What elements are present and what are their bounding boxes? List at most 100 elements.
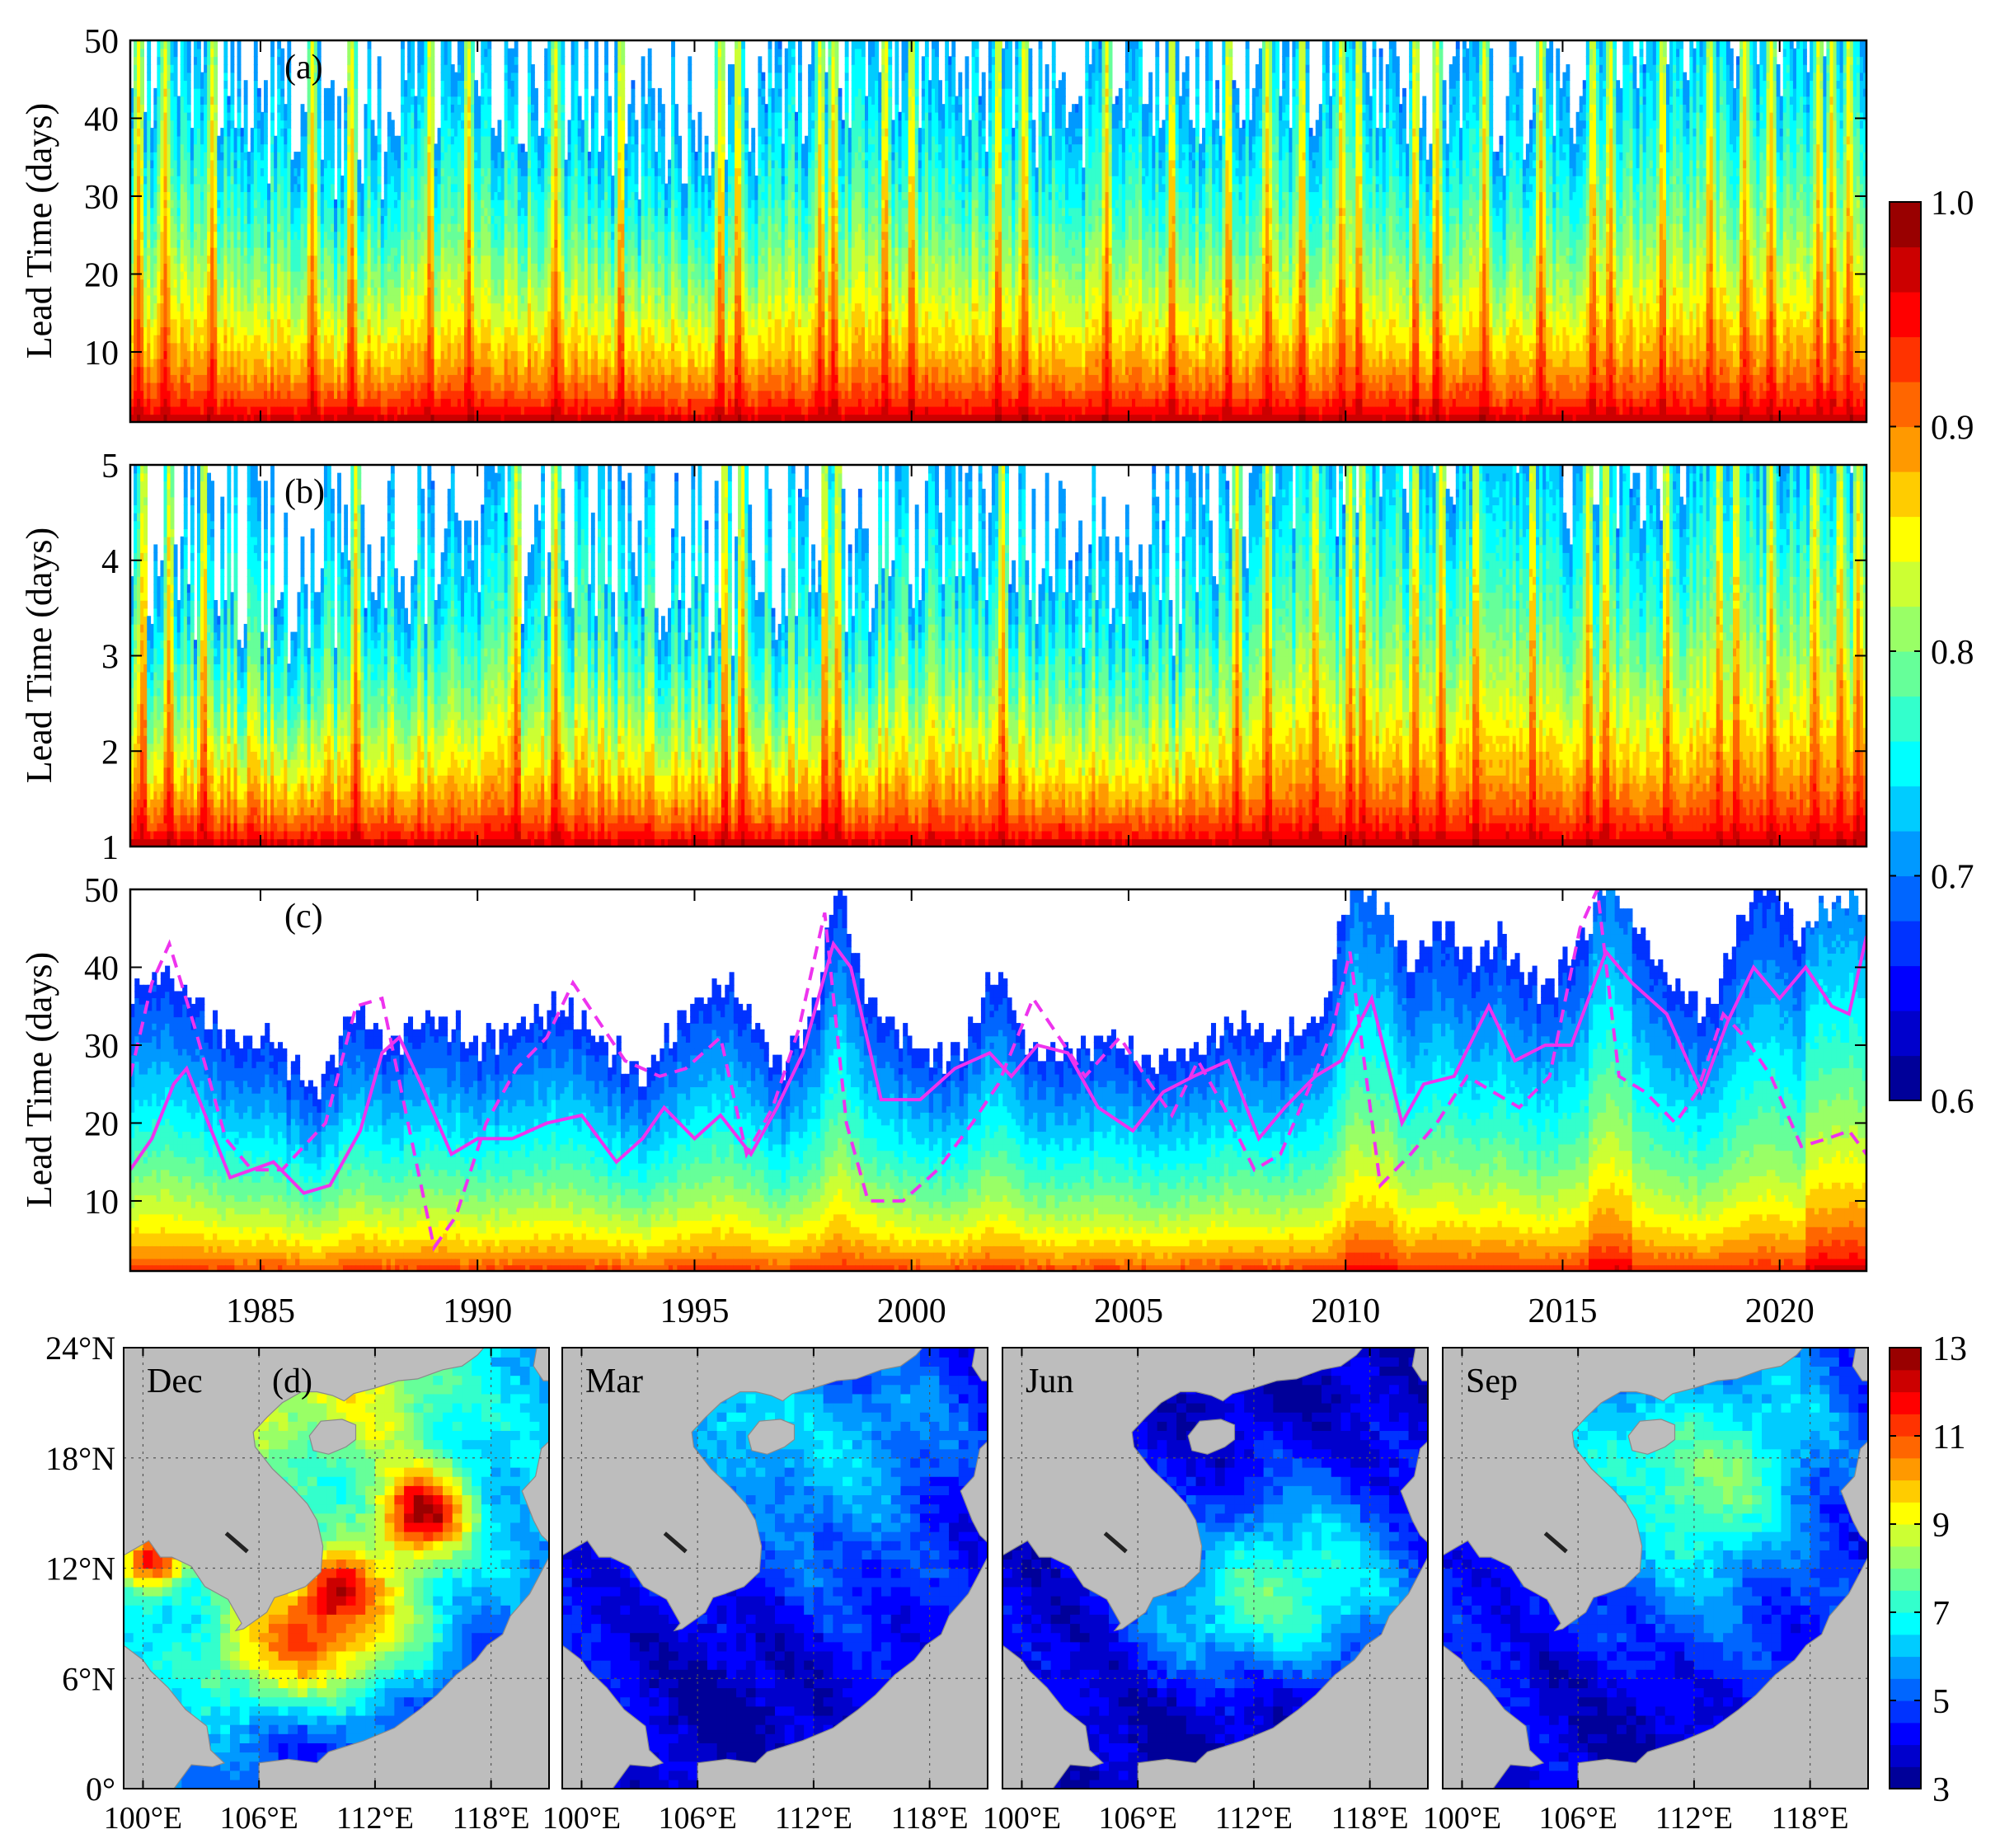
- heatmap-cell: [317, 112, 322, 120]
- heatmap-cell: [431, 56, 435, 64]
- heatmap-cell: [354, 56, 358, 64]
- heatmap-cell: [287, 128, 291, 136]
- heatmap-cell: [147, 96, 151, 105]
- heatmap-cell: [354, 143, 358, 152]
- heatmap-cell: [254, 56, 258, 64]
- heatmap-cell: [451, 64, 455, 73]
- heatmap-cell: [317, 96, 322, 105]
- heatmap-cell: [431, 120, 435, 128]
- heatmap-cell: [411, 49, 415, 57]
- heatmap-cell: [214, 88, 218, 96]
- heatmap-cell: [331, 176, 335, 184]
- heatmap-cell: [354, 64, 358, 73]
- heatmap-cell: [337, 128, 341, 136]
- heatmap-cell: [487, 49, 491, 57]
- heatmap-cell: [514, 80, 519, 88]
- heatmap-cell: [391, 128, 395, 136]
- heatmap-cell: [431, 64, 435, 73]
- heatmap-cell: [264, 143, 268, 152]
- heatmap-cell: [378, 73, 382, 81]
- heatmap-cell: [197, 40, 201, 49]
- heatmap-cell: [431, 40, 435, 49]
- heatmap-cell: [331, 152, 335, 160]
- heatmap-cell: [378, 160, 382, 168]
- heatmap-cell: [174, 73, 178, 81]
- heatmap-cell: [474, 88, 478, 96]
- heatmap-cell: [174, 40, 178, 49]
- heatmap-cell: [147, 104, 151, 112]
- heatmap-cell: [368, 104, 372, 112]
- heatmap-cell: [287, 104, 291, 112]
- heatmap-cell: [368, 40, 372, 49]
- heatmap-cell: [287, 120, 291, 128]
- heatmap-cell: [264, 120, 268, 128]
- heatmap-cell: [140, 64, 144, 73]
- heatmap-cell: [187, 40, 191, 49]
- heatmap-cell: [378, 136, 382, 144]
- heatmap-cell: [187, 56, 191, 64]
- heatmap-cell: [487, 56, 491, 64]
- heatmap-cell: [147, 112, 151, 120]
- heatmap-cell: [431, 88, 435, 96]
- heatmap-cell: [264, 136, 268, 144]
- heatmap-cell: [368, 73, 372, 81]
- heatmap-cell: [498, 136, 502, 144]
- heatmap-cell: [244, 112, 248, 120]
- heatmap-cell: [231, 88, 235, 96]
- heatmap-cell: [431, 112, 435, 120]
- heatmap-cell: [264, 176, 268, 184]
- heatmap-cell: [368, 64, 372, 73]
- heatmap-cell: [514, 40, 519, 49]
- heatmap-cell: [214, 104, 218, 112]
- heatmap-cell: [487, 88, 491, 96]
- heatmap-cell: [354, 120, 358, 128]
- heatmap-cell: [197, 49, 201, 57]
- heatmap-cell: [231, 64, 235, 73]
- heatmap-cell: [264, 128, 268, 136]
- heatmap-cell: [254, 40, 258, 49]
- heatmap-cell: [244, 96, 248, 105]
- heatmap-cell: [214, 120, 218, 128]
- heatmap-cell: [378, 64, 382, 73]
- heatmap-cell: [411, 40, 415, 49]
- heatmap-cell: [244, 120, 248, 128]
- heatmap-cell: [354, 88, 358, 96]
- heatmap-cell: [287, 136, 291, 144]
- heatmap-cell: [187, 112, 191, 120]
- heatmap-cell: [378, 184, 382, 192]
- heatmap-cell: [431, 49, 435, 57]
- heatmap-cell: [147, 88, 151, 96]
- heatmap-cell: [214, 49, 218, 57]
- heatmap-cell: [337, 160, 341, 168]
- heatmap-cell: [337, 143, 341, 152]
- heatmap-cell: [487, 40, 491, 49]
- heatmap-cell: [237, 104, 242, 112]
- heatmap-cell: [491, 128, 495, 136]
- heatmap-cell: [317, 120, 322, 128]
- heatmap-cell: [270, 80, 275, 88]
- heatmap-cell: [514, 64, 519, 73]
- heatmap-cell: [147, 49, 151, 57]
- heatmap-cell: [514, 96, 519, 105]
- heatmap-cell: [448, 40, 452, 49]
- heatmap-cell: [264, 112, 268, 120]
- heatmap-cell: [244, 88, 248, 96]
- heatmap-cell: [378, 128, 382, 136]
- heatmap-cell: [244, 104, 248, 112]
- heatmap-cell: [431, 104, 435, 112]
- heatmap-cell: [514, 136, 519, 144]
- heatmap-cell: [354, 40, 358, 49]
- heatmap-cell: [331, 128, 335, 136]
- heatmap-cell: [331, 96, 335, 105]
- heatmap-cell: [357, 176, 361, 184]
- heatmap-cell: [487, 120, 491, 128]
- heatmap-cell: [187, 49, 191, 57]
- heatmap-cell: [264, 104, 268, 112]
- heatmap-cell: [331, 160, 335, 168]
- heatmap-cell: [337, 152, 341, 160]
- heatmap-cell: [264, 167, 268, 176]
- heatmap-cell: [378, 152, 382, 160]
- heatmap-cell: [287, 88, 291, 96]
- heatmap-cell: [378, 176, 382, 184]
